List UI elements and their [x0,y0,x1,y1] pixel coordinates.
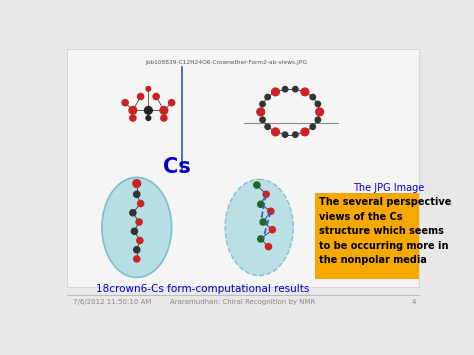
Circle shape [283,132,288,137]
Circle shape [258,236,264,242]
Circle shape [136,219,142,225]
Circle shape [292,87,298,92]
Circle shape [260,117,265,122]
Circle shape [133,180,141,187]
Ellipse shape [225,179,293,275]
Circle shape [260,101,265,107]
FancyBboxPatch shape [315,193,419,279]
Circle shape [134,247,140,253]
Circle shape [272,128,279,136]
Text: The several perspective
views of the Cs
structure which seems
to be occurring mo: The several perspective views of the Cs … [319,197,451,265]
Circle shape [134,256,140,262]
Text: 4: 4 [411,299,416,305]
Bar [67,49,419,288]
Circle shape [263,191,269,197]
Circle shape [130,210,136,216]
Circle shape [268,208,274,214]
Text: Cs: Cs [163,157,191,176]
Circle shape [254,182,260,188]
Circle shape [301,88,309,96]
Circle shape [310,124,316,130]
Circle shape [257,108,264,116]
Text: Job108839-C12H24O6-Crownether-Form2-ab-views.JPG: Job108839-C12H24O6-Crownether-Form2-ab-v… [145,60,307,65]
Circle shape [269,226,275,233]
Text: 7/6/2012 11:50:10 AM: 7/6/2012 11:50:10 AM [73,299,152,305]
Circle shape [292,132,298,137]
Circle shape [137,93,144,100]
Circle shape [130,115,136,121]
Circle shape [169,100,175,106]
Circle shape [137,201,144,207]
Text: 18crown6-Cs form-computational results: 18crown6-Cs form-computational results [96,284,310,294]
Circle shape [265,124,270,130]
Circle shape [129,106,137,114]
Circle shape [160,106,168,114]
Circle shape [315,117,320,122]
Circle shape [265,244,272,250]
Circle shape [122,100,128,106]
Circle shape [310,94,316,100]
Circle shape [272,88,279,96]
Circle shape [131,228,137,234]
Circle shape [260,219,266,225]
Circle shape [137,237,143,244]
Circle shape [265,94,270,100]
Circle shape [161,115,167,121]
Circle shape [146,87,151,91]
Circle shape [145,106,152,114]
Circle shape [258,201,264,207]
Ellipse shape [102,178,172,278]
Circle shape [134,191,140,197]
Circle shape [146,116,151,120]
Text: The JPG Image: The JPG Image [353,183,424,193]
Circle shape [283,87,288,92]
Circle shape [316,108,324,116]
Circle shape [301,128,309,136]
Circle shape [153,93,159,100]
Circle shape [315,101,320,107]
Text: Araramudhan: Chiral Recognition by NMR: Araramudhan: Chiral Recognition by NMR [170,299,316,305]
